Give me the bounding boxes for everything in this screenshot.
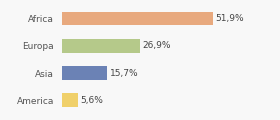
Text: 51,9%: 51,9%	[215, 14, 244, 23]
Text: 26,9%: 26,9%	[143, 41, 171, 50]
Text: 15,7%: 15,7%	[110, 69, 138, 78]
Text: 5,6%: 5,6%	[80, 96, 103, 105]
Bar	[62, 12, 213, 25]
Bar	[62, 93, 78, 107]
Bar	[62, 66, 108, 80]
Bar	[62, 39, 140, 53]
